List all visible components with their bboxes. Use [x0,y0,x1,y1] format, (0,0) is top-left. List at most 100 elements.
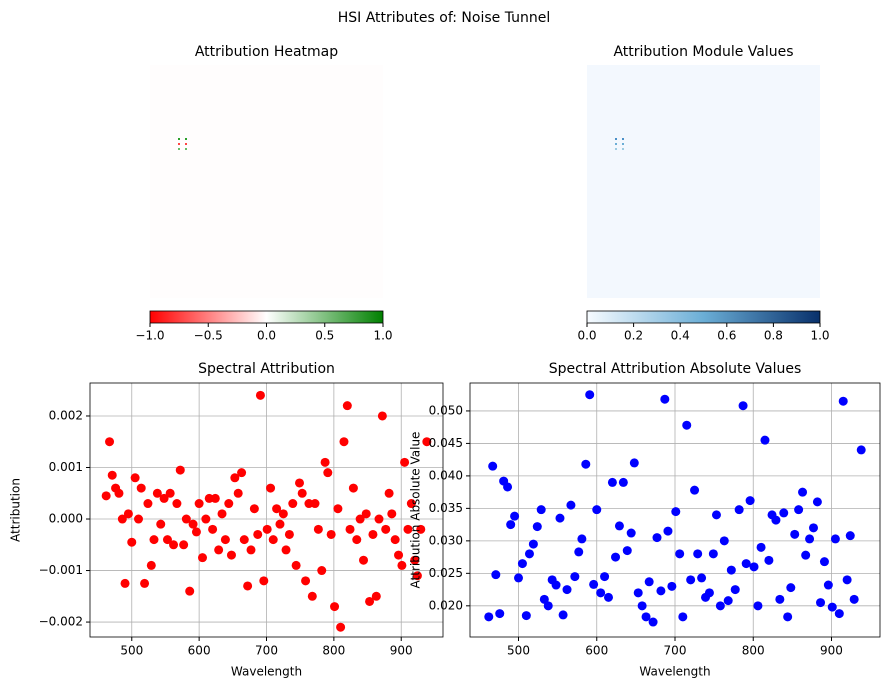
point [136,483,146,493]
point [495,609,505,619]
point [719,536,729,546]
x-axis-label: Wavelength [231,665,302,679]
colorbar-tick-label: 0.6 [717,329,736,343]
x-tick-label: 800 [742,644,765,658]
point [342,401,352,411]
point [169,540,179,550]
x-tick-label: 600 [188,644,211,658]
axes-frame [469,382,881,638]
point [416,524,426,534]
point [830,534,840,544]
point [377,411,387,421]
point [348,483,358,493]
point [566,500,576,510]
point [368,529,378,539]
point [255,390,265,400]
point [618,477,628,487]
point [179,540,189,550]
point [648,617,658,627]
y-tick-label: 0.001 [49,460,83,474]
x-tick-label: 600 [585,644,608,658]
point [521,611,531,621]
subplot-title: Spectral Attribution [198,361,335,377]
subplot-title: Attribution Module Values [613,44,793,60]
point [220,535,230,545]
point [191,527,201,537]
point [162,535,172,545]
point [808,523,818,533]
point [517,559,527,569]
point [753,601,763,611]
point [786,583,796,593]
subplot-title: Attribution Heatmap [195,44,338,60]
point [842,575,852,585]
point [726,565,736,575]
point [671,507,681,517]
point [403,524,413,534]
x-tick-label: 700 [255,644,278,658]
point [656,586,666,596]
y-axis-label: Attribution Absolute Value [409,432,423,589]
point [194,499,204,509]
point [134,514,144,524]
point [333,504,343,514]
point [130,473,140,483]
y-tick-label: 0.030 [429,533,463,547]
point [317,566,327,576]
point [288,499,298,509]
point [149,535,159,545]
x-tick-label: 500 [120,644,143,658]
point [159,493,169,503]
point [284,529,294,539]
point [198,553,208,563]
y-axis-label: Attribution [9,478,23,542]
point [708,549,718,559]
y-tick-label: 0.050 [429,403,463,417]
point [678,612,688,622]
point [562,585,572,595]
colorbar-tick-label: 1.0 [373,329,392,343]
point [693,549,703,559]
point [365,596,375,606]
point [532,522,542,532]
point [682,420,692,430]
point [253,529,263,539]
point [345,524,355,534]
y-tick-label: 0.035 [429,501,463,515]
point [775,594,785,604]
point [412,571,422,581]
point [226,550,236,560]
point [127,537,137,547]
point [734,505,744,515]
colorbar-tick-label: 0.8 [764,329,783,343]
point [555,513,565,523]
point [291,560,301,570]
point [622,546,632,556]
colorbar-tick-label: 0.5 [315,329,334,343]
heatmap-speck [622,143,624,145]
point [323,468,333,478]
point [175,465,185,475]
point [756,542,766,552]
point [711,510,721,520]
heatmap-speck [622,148,624,150]
point [585,390,595,400]
point [663,526,673,536]
point [536,505,546,515]
point [266,483,276,493]
point [239,535,249,545]
point [217,509,227,519]
point [259,576,269,586]
point [390,535,400,545]
point [570,572,580,582]
point [779,508,789,518]
x-tick-label: 800 [322,644,345,658]
point [249,504,259,514]
point [313,524,323,534]
point [172,499,182,509]
heatmap-speck [622,138,624,140]
heatmap-speck [185,138,187,140]
point [410,555,420,565]
heatmap-speck [615,143,617,145]
point [491,570,501,580]
